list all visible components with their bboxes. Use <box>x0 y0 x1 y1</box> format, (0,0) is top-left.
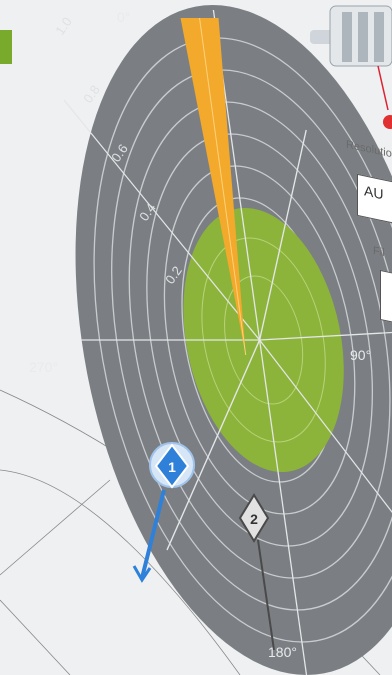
filter-field[interactable] <box>380 269 392 325</box>
angle-label-top: 0° <box>117 9 130 25</box>
diamond-marker-icon: 2 <box>250 511 258 527</box>
range-label: 1.0 <box>52 14 75 37</box>
left-edge-tab <box>0 30 12 64</box>
resolution-field[interactable]: AU <box>357 173 392 225</box>
resolution-value: AU <box>364 182 384 203</box>
angle-label-right: 90° <box>350 347 371 363</box>
filter-label: Fil <box>373 244 385 260</box>
device-illustration-icon <box>310 5 392 129</box>
marker-2[interactable]: 2 <box>238 493 275 651</box>
marker-1[interactable]: 1 <box>132 442 195 583</box>
angle-labels: 0° 90° 270° 180° <box>29 9 371 660</box>
angle-label-left: 270° <box>29 359 58 375</box>
beam-wedge <box>180 18 246 355</box>
angle-label-bottom: 180° <box>268 644 297 660</box>
diamond-marker-icon: 1 <box>168 459 176 475</box>
radar-spokes <box>63 10 392 675</box>
range-label: 0.8 <box>80 82 103 105</box>
